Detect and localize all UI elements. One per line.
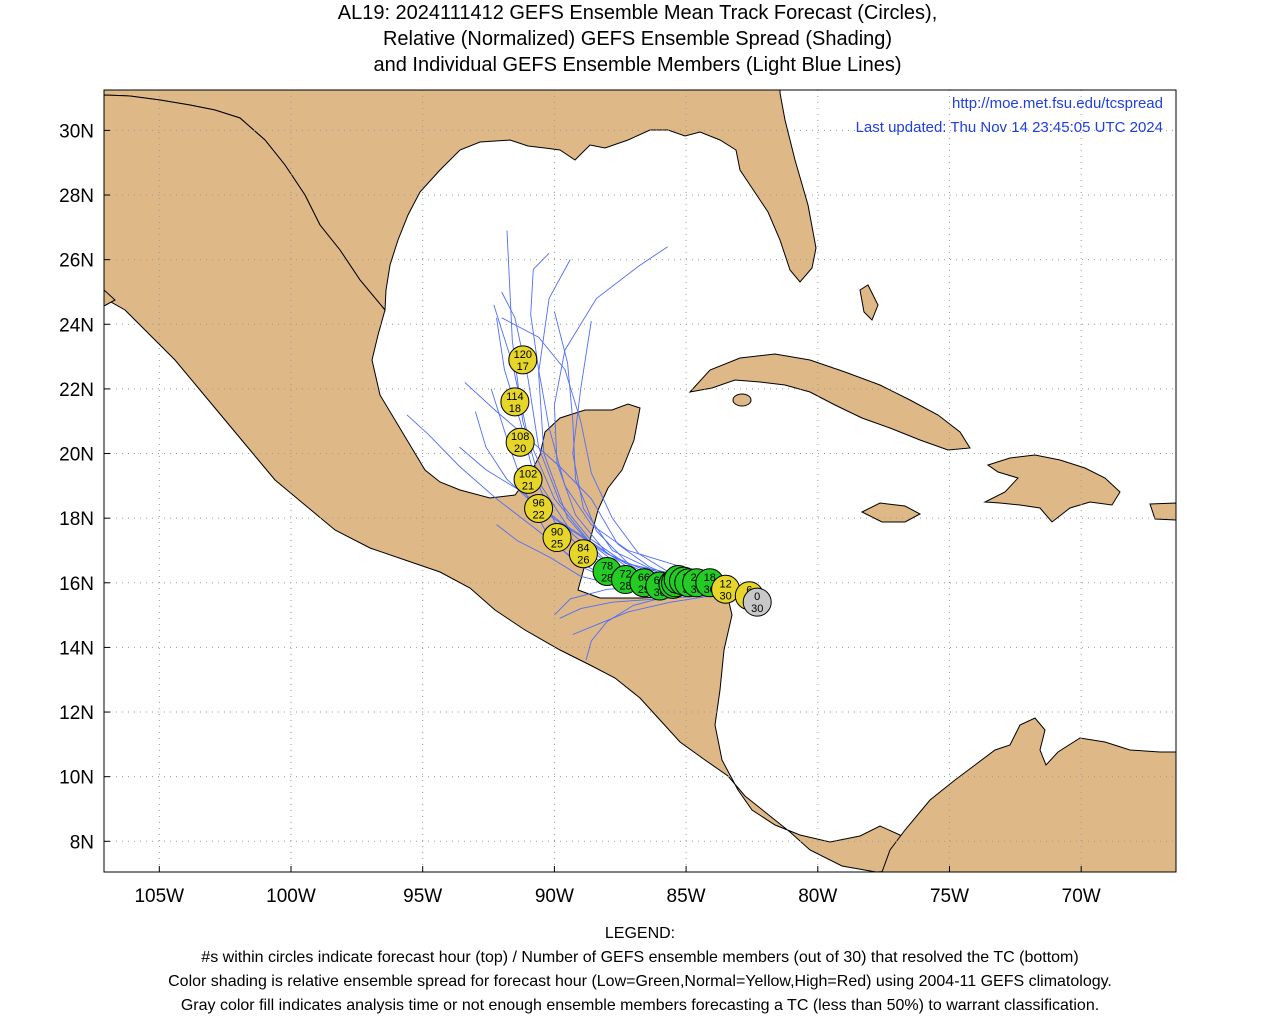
lat-tick-label: 30N xyxy=(59,121,94,142)
plot-frame xyxy=(103,89,1177,873)
lon-tick-label: 100W xyxy=(266,886,316,907)
forecast-hour-label: 90 xyxy=(551,527,563,539)
lon-tick-label: 80W xyxy=(798,886,837,907)
forecast-hour-label: 96 xyxy=(532,497,544,509)
member-count-label: 22 xyxy=(532,509,544,521)
legend-line-2: Color shading is relative ensemble sprea… xyxy=(168,973,1112,990)
track-point: 030 xyxy=(742,587,772,617)
lon-tick-label: 95W xyxy=(403,886,442,907)
land-bahamas xyxy=(859,284,879,321)
land-baja-california xyxy=(104,90,116,320)
legend-heading: LEGEND: xyxy=(604,925,676,942)
member-count-label: 30 xyxy=(751,603,763,615)
legend: LEGEND: #s within circles indicate forec… xyxy=(0,922,1280,1018)
member-count-label: 28 xyxy=(601,572,613,584)
lat-tick-label: 18N xyxy=(59,509,94,530)
lat-tick-label: 28N xyxy=(59,186,94,207)
longitude-ticks: 105W 100W 95W 90W 85W 80W 75W 70W xyxy=(134,866,1101,907)
track-point-circle xyxy=(742,587,772,617)
forecast-hour-label: 120 xyxy=(514,349,532,361)
legend-line-3: Gray color fill indicates analysis time … xyxy=(180,997,1100,1014)
last-updated: Last updated: Thu Nov 14 23:45:05 UTC 20… xyxy=(856,119,1163,136)
legend-line-1: #s within circles indicate forecast hour… xyxy=(201,949,1079,966)
source-url[interactable]: http://moe.met.fsu.edu/tcspread xyxy=(952,95,1163,112)
lat-tick-label: 26N xyxy=(59,251,94,272)
member-count-label: 21 xyxy=(522,480,534,492)
forecast-hour-label: 108 xyxy=(511,431,529,443)
member-count-label: 30 xyxy=(719,590,731,602)
latitude-ticks: 30N 28N 26N 24N 22N 20N 18N 16N 14N 12N 10N 8N xyxy=(59,121,110,853)
track-point-circle xyxy=(513,464,543,494)
forecast-hour-label: 84 xyxy=(577,543,589,555)
track-point-circle xyxy=(508,345,538,375)
member-count-label: 18 xyxy=(509,403,521,415)
track-point-circle xyxy=(524,493,554,523)
lat-tick-label: 14N xyxy=(59,638,94,659)
land-layer xyxy=(104,90,1176,872)
forecast-hour-label: 78 xyxy=(601,560,613,572)
forecast-hour-label: 0 xyxy=(754,591,760,603)
lon-tick-label: 105W xyxy=(134,886,184,907)
lon-tick-label: 75W xyxy=(930,886,969,907)
forecast-hour-label: 102 xyxy=(519,468,537,480)
track-point-circle xyxy=(568,539,598,569)
lat-tick-label: 12N xyxy=(59,703,94,724)
lon-tick-label: 90W xyxy=(535,886,574,907)
lat-tick-label: 22N xyxy=(59,380,94,401)
land-hispaniola xyxy=(983,454,1121,523)
title-line-1: AL19: 2024111412 GEFS Ensemble Mean Trac… xyxy=(337,2,938,24)
lon-tick-label: 70W xyxy=(1062,886,1101,907)
lat-tick-label: 20N xyxy=(59,445,94,466)
lat-tick-label: 8N xyxy=(70,832,94,853)
member-count-label: 17 xyxy=(517,361,529,373)
land-cuba xyxy=(688,353,971,451)
land-jamaica xyxy=(860,502,922,523)
lat-tick-label: 10N xyxy=(59,768,94,789)
lat-tick-label: 16N xyxy=(59,574,94,595)
land-mexico-central-america xyxy=(104,94,916,872)
map-title: AL19: 2024111412 GEFS Ensemble Mean Trac… xyxy=(0,0,1280,78)
lat-tick-label: 24N xyxy=(59,315,94,336)
forecast-hour-label: 72 xyxy=(619,569,631,581)
forecast-hour-label: 114 xyxy=(506,391,524,403)
forecast-hour-label: 18 xyxy=(704,572,716,584)
track-point-circle xyxy=(505,427,535,457)
land-puerto-rico xyxy=(1149,502,1176,521)
track-point-circle xyxy=(500,387,530,417)
forecast-hour-label: 12 xyxy=(719,578,731,590)
land-south-america xyxy=(881,717,1176,872)
lon-tick-label: 85W xyxy=(667,886,706,907)
track-point-circle xyxy=(542,523,572,553)
member-count-label: 25 xyxy=(551,539,563,551)
member-count-label: 28 xyxy=(619,581,631,593)
land-isla-juventud xyxy=(732,393,752,407)
title-line-2: Relative (Normalized) GEFS Ensemble Spre… xyxy=(382,28,893,50)
title-line-3: and Individual GEFS Ensemble Members (Li… xyxy=(373,54,902,76)
member-count-label: 20 xyxy=(514,443,526,455)
member-count-label: 26 xyxy=(577,555,589,567)
